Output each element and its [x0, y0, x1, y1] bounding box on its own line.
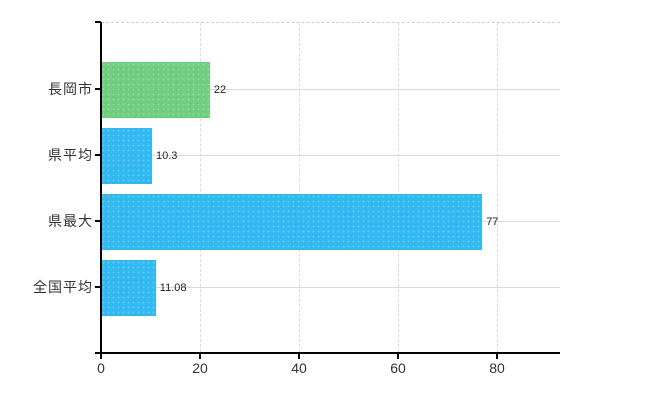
x-tick-label-0: 0 — [97, 360, 105, 376]
y-tick-row-0 — [95, 88, 101, 90]
category-label-ken-saidai: 県最大 — [48, 213, 93, 229]
vertical-gridline-60 — [398, 23, 399, 352]
horizontal-gridline-row-3 — [101, 287, 560, 288]
bar-nagaoka-shi — [101, 62, 210, 118]
y-axis-line — [100, 22, 102, 352]
value-label: 22 — [213, 84, 227, 96]
x-tick-label-60: 60 — [390, 360, 406, 376]
category-label-zenkoku-heikin: 全国平均 — [33, 279, 93, 295]
category-label-nagaoka-shi: 長岡市 — [48, 81, 93, 97]
value-label: 77 — [486, 216, 499, 228]
x-tick-label-20: 20 — [192, 360, 208, 376]
bar-ken-heikin — [101, 128, 152, 184]
x-tick-label-80: 80 — [489, 360, 505, 376]
y-tick-row-2 — [95, 220, 101, 222]
x-tick-40 — [298, 354, 300, 359]
vertical-gridline-80 — [497, 23, 498, 352]
vertical-gridline-40 — [299, 23, 300, 352]
x-axis-line — [95, 352, 560, 354]
bar-zenkoku-heikin — [101, 260, 156, 316]
x-tick-80 — [496, 354, 498, 359]
horizontal-gridline-row-1 — [101, 155, 560, 156]
value-label: 11.08 — [159, 282, 187, 294]
y-tick-row-3 — [95, 286, 101, 288]
x-tick-20 — [199, 354, 201, 359]
bar-ken-saidai — [101, 194, 483, 250]
vertical-gridline-20 — [200, 23, 201, 352]
x-tick-60 — [397, 354, 399, 359]
x-tick-0 — [100, 354, 102, 359]
value-label: 10.3 — [156, 150, 178, 162]
plot-area: 22 10.3 77 11.08 — [101, 22, 560, 352]
category-label-ken-heikin: 県平均 — [48, 147, 93, 163]
y-tick-row-1 — [95, 154, 101, 156]
x-tick-label-40: 40 — [291, 360, 307, 376]
y-tick-top — [95, 21, 101, 23]
horizontal-gridline-row-0 — [101, 89, 560, 90]
